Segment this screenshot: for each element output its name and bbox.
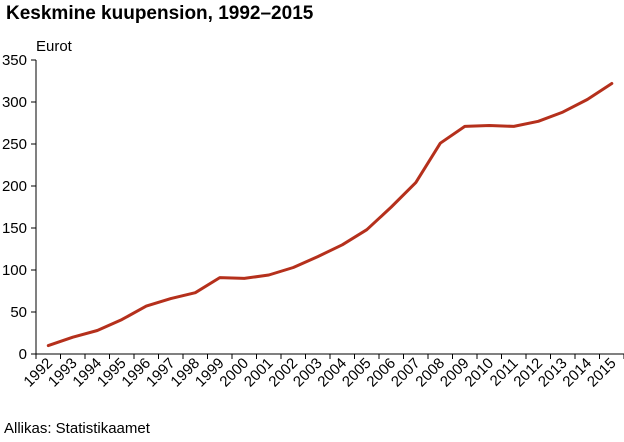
y-tick-label: 100 (2, 262, 27, 279)
axes (31, 59, 624, 359)
x-tick-label: 2015 (584, 355, 620, 391)
source-note: Allikas: Statistikaamet (4, 420, 150, 437)
series-group (46, 82, 614, 348)
y-tick-labels: 0 50 100 150 200 250 300 350 (2, 52, 27, 363)
x-tick-labels: 1992199319941995199619971998199920002001… (20, 355, 619, 391)
y-tick-label: 50 (10, 304, 27, 321)
y-tick-label: 350 (2, 52, 27, 69)
chart-title: Keskmine kuupension, 1992–2015 (6, 3, 314, 24)
series-line (46, 82, 614, 348)
y-tick-label: 250 (2, 136, 27, 153)
y-tick-label: 200 (2, 178, 27, 195)
y-tick-label: 0 (19, 346, 27, 363)
y-tick-label: 150 (2, 220, 27, 237)
y-axis-label: Eurot (36, 38, 73, 55)
y-tick-label: 300 (2, 94, 27, 111)
